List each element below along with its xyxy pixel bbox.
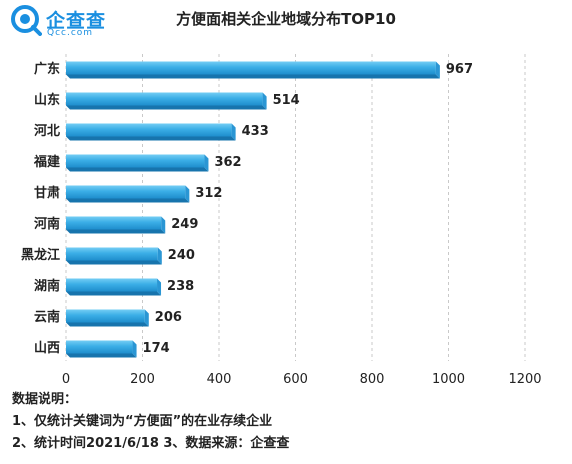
notes-line-1: 1、仅统计关键词为“方便面”的在业存续企业 (12, 414, 273, 429)
x-tick-label: 600 (283, 372, 308, 385)
bar-end-face (132, 340, 137, 358)
notes-heading: 数据说明： (12, 392, 78, 407)
bar-end-face (204, 154, 209, 172)
data-label: 433 (242, 124, 269, 139)
bar (66, 309, 145, 323)
category-label: 甘肃 (34, 185, 60, 201)
x-tick-label: 0 (62, 372, 70, 385)
bar-end-face (185, 185, 190, 203)
data-label: 174 (143, 341, 170, 356)
bar-end-face (231, 123, 236, 141)
data-label: 362 (214, 155, 241, 170)
x-tick-label: 800 (360, 372, 385, 385)
category-label: 福建 (33, 154, 60, 170)
qcc-logo: 企查查 Qcc.com (10, 4, 150, 40)
bar-end-face (161, 216, 166, 234)
logo-main-text: 企查查 (46, 10, 107, 32)
bar-end-face (157, 278, 162, 296)
bar-end-face (157, 247, 162, 265)
data-label: 206 (155, 310, 182, 325)
bar (66, 216, 162, 230)
bar (66, 185, 186, 199)
x-tick-label: 400 (207, 372, 232, 385)
bar-shadow-face (66, 291, 162, 296)
bar-shadow-face (66, 105, 267, 110)
bar-shadow-face (66, 229, 166, 234)
bar-shadow-face (66, 260, 162, 265)
bar-shadow-face (66, 167, 209, 172)
bar-end-face (144, 309, 149, 327)
category-label: 广东 (34, 61, 60, 77)
category-label: 黑龙江 (21, 247, 60, 263)
bar-end-face (262, 92, 267, 110)
qcc-logo-icon (11, 5, 42, 36)
bar (66, 340, 133, 354)
bar-shadow-face (66, 322, 149, 327)
bar-shadow-face (66, 136, 236, 141)
data-label: 312 (195, 186, 222, 201)
category-label: 山东 (34, 92, 60, 108)
bar (66, 92, 263, 106)
data-notes: 数据说明： 1、仅统计关键词为“方便面”的在业存续企业 2、统计时间2021/6… (12, 389, 289, 455)
x-tick-label: 1200 (508, 372, 541, 385)
category-label: 河北 (34, 123, 60, 139)
data-label: 967 (446, 62, 473, 77)
bar-shadow-face (66, 198, 190, 203)
data-label: 240 (168, 248, 195, 263)
bar-shadow-face (66, 74, 440, 79)
logo-sub-text: Qcc.com (47, 28, 94, 38)
bar (66, 123, 232, 137)
category-label: 河南 (34, 216, 60, 232)
x-tick-label: 1000 (432, 372, 465, 385)
bar-shadow-face (66, 353, 137, 358)
chart-title: 方便面相关企业地域分布TOP10 (176, 10, 396, 28)
data-label: 514 (273, 93, 300, 108)
category-label: 山西 (34, 340, 60, 356)
data-label: 238 (167, 279, 194, 294)
bar (66, 247, 158, 261)
notes-line-2: 2、统计时间2021/6/18 3、数据来源：企查查 (12, 436, 290, 451)
bar-end-face (435, 61, 440, 79)
category-label: 湖南 (34, 278, 60, 294)
data-label: 249 (171, 217, 198, 232)
bar (66, 278, 158, 292)
x-tick-label: 200 (130, 372, 155, 385)
bar (66, 61, 436, 75)
category-label: 云南 (34, 309, 60, 325)
bar (66, 154, 205, 168)
